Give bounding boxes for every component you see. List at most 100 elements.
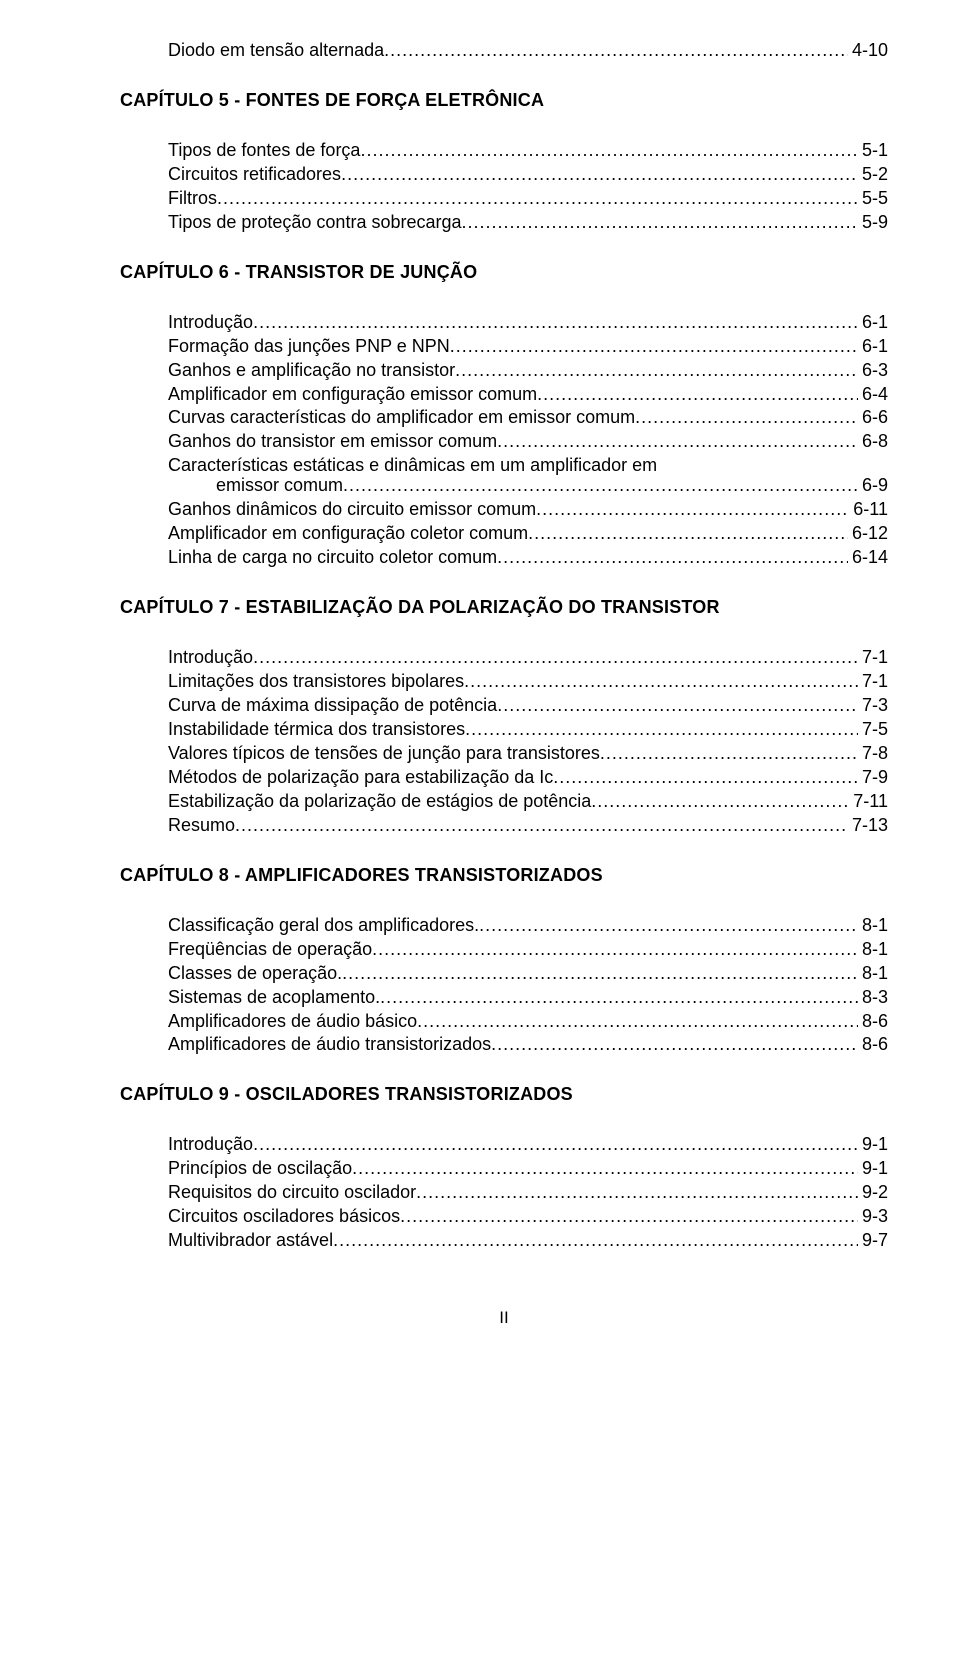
toc-page-number: 9-1 (858, 1134, 888, 1156)
toc-page-number: 8-1 (858, 939, 888, 961)
toc-page-number: 7-13 (848, 815, 888, 837)
toc-leader-dots (417, 1011, 858, 1033)
toc-label: Limitações dos transistores bipolares (168, 671, 464, 693)
toc-entry: Ganhos do transistor em emissor comum 6-… (168, 431, 888, 453)
toc-page-number: 7-1 (858, 671, 888, 693)
toc-entry: Introdução 9-1 (168, 1134, 888, 1156)
toc-leader-dots (536, 499, 849, 521)
toc-page-number: 5-5 (858, 188, 888, 210)
toc-page-number: 5-1 (858, 140, 888, 162)
toc-entry: Limitações dos transistores bipolares 7-… (168, 671, 888, 693)
toc-label: emissor comum (216, 475, 343, 497)
toc-leader-dots (497, 695, 858, 717)
toc-leader-dots (253, 647, 858, 669)
toc-leader-dots (497, 431, 858, 453)
toc-label: Sistemas de acoplamento. (168, 987, 380, 1009)
toc-label: Tipos de fontes de força (168, 140, 360, 162)
toc-leader-dots (635, 407, 858, 429)
toc-entry: Circuitos osciladores básicos 9-3 (168, 1206, 888, 1228)
toc-label: Ganhos do transistor em emissor comum (168, 431, 497, 453)
toc-leader-dots (333, 1230, 858, 1252)
toc-page-number: 7-11 (849, 791, 888, 813)
chapter-title: CAPÍTULO 6 - TRANSISTOR DE JUNÇÃO (120, 262, 888, 284)
toc-label: Ganhos e amplificação no transistor (168, 360, 455, 382)
toc-leader-dots (591, 791, 849, 813)
toc-label: Curva de máxima dissipação de potência (168, 695, 497, 717)
toc-entry: Formação das junções PNP e NPN 6-1 (168, 336, 888, 358)
toc-entry: Sistemas de acoplamento. 8-3 (168, 987, 888, 1009)
toc-entry: Ganhos e amplificação no transistor 6-3 (168, 360, 888, 382)
toc-entry: Estabilização da polarização de estágios… (168, 791, 888, 813)
toc-page-number: 7-1 (858, 647, 888, 669)
toc-page: Diodo em tensão alternada 4-10CAPÍTULO 5… (120, 40, 888, 1329)
toc-entry: Linha de carga no circuito coletor comum… (168, 547, 888, 569)
toc-entry: Valores típicos de tensões de junção par… (168, 743, 888, 765)
toc-entry: Classificação geral dos amplificadores. … (168, 915, 888, 937)
toc-page-number: 8-6 (858, 1034, 888, 1056)
toc-page-number: 4-10 (848, 40, 888, 62)
toc-page-number: 6-12 (848, 523, 888, 545)
toc-leader-dots (455, 360, 858, 382)
chapter-title: CAPÍTULO 5 - FONTES DE FORÇA ELETRÔNICA (120, 90, 888, 112)
toc-leader-dots (416, 1182, 858, 1204)
chapter-entries: Introdução 9-1Princípios de oscilação 9-… (120, 1134, 888, 1252)
toc-leader-dots (464, 671, 858, 693)
toc-label: Circuitos retificadores (168, 164, 341, 186)
toc-label: Classificação geral dos amplificadores. (168, 915, 479, 937)
toc-leader-dots (253, 1134, 858, 1156)
toc-page-number: 6-8 (858, 431, 888, 453)
toc-leader-dots (342, 963, 858, 985)
chapter-title: CAPÍTULO 7 - ESTABILIZAÇÃO DA POLARIZAÇÃ… (120, 597, 888, 619)
toc-label: Classes de operação. (168, 963, 342, 985)
chapter-title: CAPÍTULO 8 - AMPLIFICADORES TRANSISTORIZ… (120, 865, 888, 887)
toc-page-number: 8-1 (858, 915, 888, 937)
toc-leader-dots (217, 188, 858, 210)
toc-label: Introdução (168, 1134, 253, 1156)
toc-page-number: 6-1 (858, 312, 888, 334)
toc-entry: Princípios de oscilação 9-1 (168, 1158, 888, 1180)
toc-entry: Ganhos dinâmicos do circuito emissor com… (168, 499, 888, 521)
chapter-entries: Introdução 6-1Formação das junções PNP e… (120, 312, 888, 569)
toc-page-number: 6-9 (858, 475, 888, 497)
toc-entry: Classes de operação. 8-1 (168, 963, 888, 985)
toc-leader-dots (341, 164, 858, 186)
toc-entry: Amplificador em configuração emissor com… (168, 384, 888, 406)
toc-entry: Características estáticas e dinâmicas em… (168, 455, 888, 477)
toc-entry: Freqüências de operação 8-1 (168, 939, 888, 961)
toc-page-number: 9-3 (858, 1206, 888, 1228)
toc-entry: Filtros 5-5 (168, 188, 888, 210)
toc-page-number: 6-14 (848, 547, 888, 569)
toc-label: Métodos de polarização para estabilizaçã… (168, 767, 553, 789)
chapter-entries: Introdução 7-1Limitações dos transistore… (120, 647, 888, 837)
toc-leader-dots (372, 939, 858, 961)
toc-page-number: 7-3 (858, 695, 888, 717)
toc-page-number: 6-11 (849, 499, 888, 521)
toc-leader-dots (400, 1206, 858, 1228)
toc-label: Curvas características do amplificador e… (168, 407, 635, 429)
toc-leader-dots (462, 212, 858, 234)
toc-label: Linha de carga no circuito coletor comum (168, 547, 497, 569)
toc-leader-dots (352, 1158, 858, 1180)
toc-entry: Métodos de polarização para estabilizaçã… (168, 767, 888, 789)
toc-page-number: 9-7 (858, 1230, 888, 1252)
toc-leader-dots (465, 719, 858, 741)
toc-leader-dots (497, 547, 848, 569)
toc-entry: Amplificador em configuração coletor com… (168, 523, 888, 545)
toc-leader-dots (343, 475, 858, 497)
toc-leader-dots (491, 1034, 858, 1056)
chapter-entries: Tipos de fontes de força 5-1Circuitos re… (120, 140, 888, 234)
toc-label: Estabilização da polarização de estágios… (168, 791, 591, 813)
toc-entry: Introdução 6-1 (168, 312, 888, 334)
page-footer-number: II (120, 1308, 888, 1329)
toc-entry: Curva de máxima dissipação de potência 7… (168, 695, 888, 717)
chapter-entries: Classificação geral dos amplificadores. … (120, 915, 888, 1057)
toc-entry: Circuitos retificadores 5-2 (168, 164, 888, 186)
toc-page-number: 9-1 (858, 1158, 888, 1180)
toc-label: Multivibrador astável (168, 1230, 333, 1252)
toc-label: Amplificadores de áudio transistorizados (168, 1034, 491, 1056)
toc-label: Instabilidade térmica dos transistores (168, 719, 465, 741)
toc-entry: Amplificadores de áudio transistorizados… (168, 1034, 888, 1056)
toc-leader-dots (360, 140, 858, 162)
toc-page-number: 9-2 (858, 1182, 888, 1204)
toc-label: Amplificadores de áudio básico (168, 1011, 417, 1033)
